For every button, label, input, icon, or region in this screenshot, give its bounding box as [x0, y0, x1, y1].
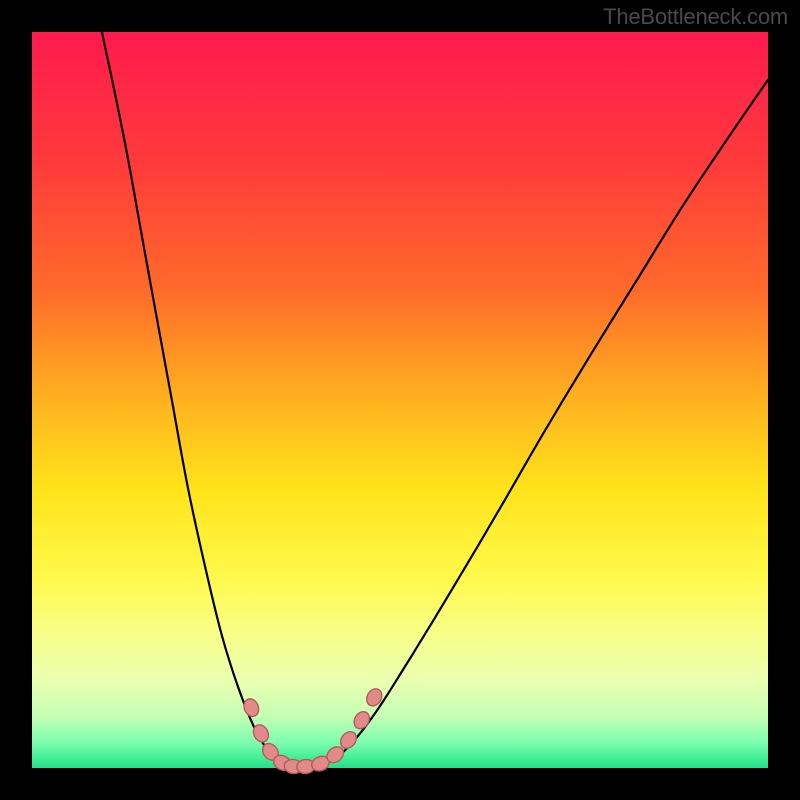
chart-svg — [0, 0, 800, 800]
watermark-text: TheBottleneck.com — [603, 4, 788, 30]
chart-root: TheBottleneck.com — [0, 0, 800, 800]
plot-background — [32, 32, 768, 768]
